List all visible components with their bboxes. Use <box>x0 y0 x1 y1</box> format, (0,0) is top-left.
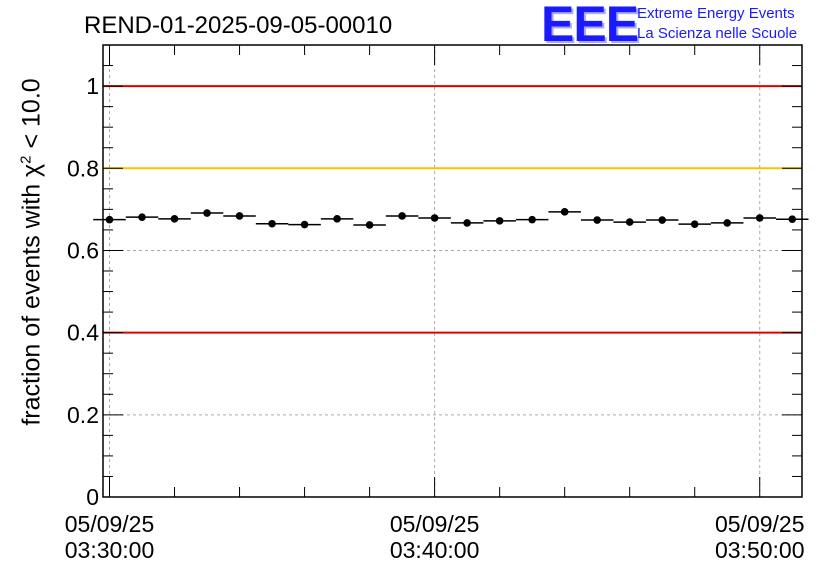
data-point <box>560 208 569 216</box>
logo-text: Extreme Energy Events La Scienza nelle S… <box>637 4 797 44</box>
data-point <box>333 215 341 223</box>
y-tick-label: 0.4 <box>67 320 99 346</box>
data-point <box>138 213 146 221</box>
data-point <box>625 218 634 226</box>
x-tick-label-date: 05/09/25 <box>715 511 805 537</box>
logo-line-2: La Scienza nelle Scuole <box>637 25 798 42</box>
x-tick-label-time: 03:50:00 <box>715 537 805 563</box>
x-tick-label-time: 03:30:00 <box>65 537 155 563</box>
data-point <box>690 220 699 228</box>
logo-line-1: Extreme Energy Events <box>637 5 795 22</box>
data-point <box>788 215 797 224</box>
data-point <box>300 220 309 229</box>
x-tick-label-date: 05/09/25 <box>65 511 155 537</box>
data-point <box>593 216 601 224</box>
data-point <box>430 214 439 222</box>
data-point <box>170 215 179 223</box>
data-point <box>495 217 504 225</box>
data-point <box>658 216 666 224</box>
data-point <box>235 212 244 220</box>
data-point <box>365 221 374 229</box>
data-point <box>268 219 276 228</box>
y-tick-label: 0.8 <box>67 155 99 181</box>
chart-title: REND-01-2025-09-05-00010 <box>84 12 393 39</box>
y-tick-label: 1 <box>86 73 99 99</box>
y-tick-label: 0 <box>86 484 99 510</box>
y-tick-label: 0.2 <box>67 402 99 428</box>
plot-frame <box>102 44 803 498</box>
data-point <box>755 214 764 222</box>
x-tick-label-time: 03:40:00 <box>390 537 480 563</box>
data-point <box>528 215 536 224</box>
data-point <box>398 212 406 220</box>
y-tick-label: 0.6 <box>67 237 99 263</box>
eee-logo-icon: EEE <box>541 0 639 52</box>
data-point <box>723 219 732 227</box>
data-point <box>463 219 471 227</box>
x-tick-label-date: 05/09/25 <box>390 511 480 537</box>
data-point <box>203 209 211 217</box>
data-point <box>105 215 114 224</box>
